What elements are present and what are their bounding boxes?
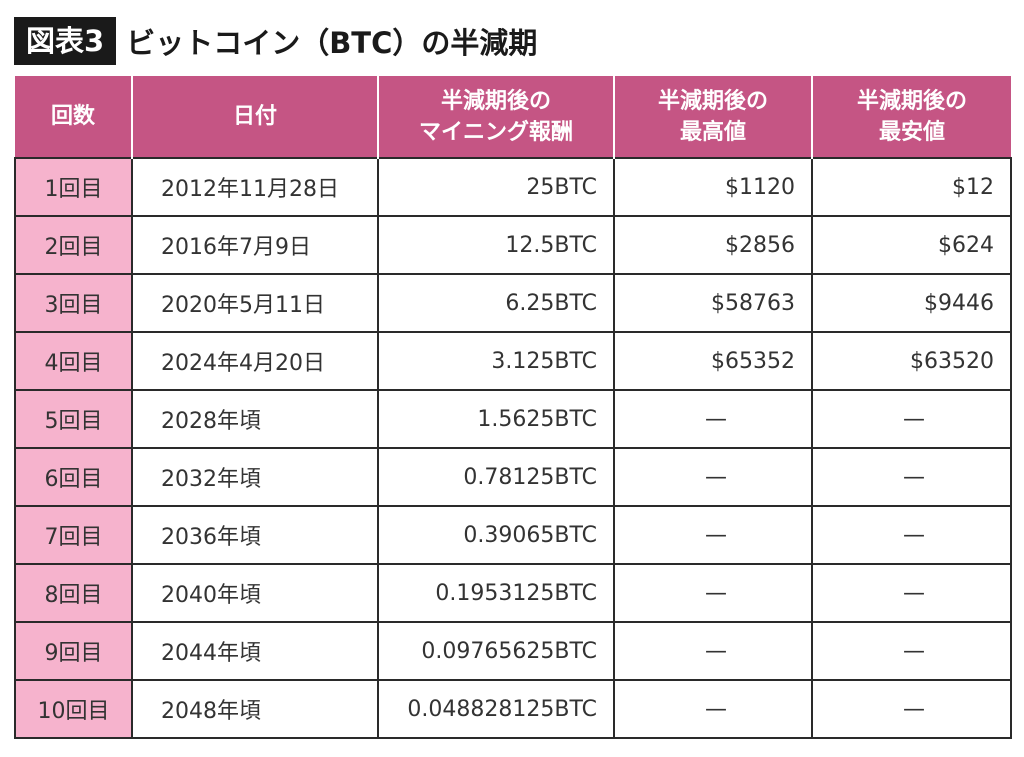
cell-low: —	[811, 389, 1012, 448]
header-count-line-1: 回数	[50, 104, 95, 129]
cell-date: 2020年5月11日	[131, 273, 378, 332]
cell-count: 2回目	[14, 215, 132, 274]
header-high-line-1: 半減期後の	[657, 88, 768, 114]
table-row: 7回目 2036年頃 0.39065BTC — —	[14, 505, 1012, 564]
halving-table: 回数 日付 半減期後の マイニング報酬 半減期後の 最高値 半減期後の 最安値 …	[14, 76, 1012, 739]
cell-low: $63520	[811, 331, 1012, 390]
cell-low: —	[811, 505, 1012, 564]
cell-low: $624	[811, 215, 1012, 274]
cell-date: 2044年頃	[131, 621, 378, 680]
cell-reward: 3.125BTC	[377, 331, 614, 390]
cell-count: 9回目	[14, 621, 132, 680]
table-row: 8回目 2040年頃 0.1953125BTC — —	[14, 563, 1012, 622]
cell-high: $65352	[613, 331, 812, 390]
cell-date: 2024年4月20日	[131, 331, 378, 390]
header-reward: 半減期後の マイニング報酬	[377, 76, 614, 158]
header-date: 日付	[131, 76, 378, 158]
cell-high: $1120	[613, 157, 812, 216]
table-row: 2回目 2016年7月9日 12.5BTC $2856 $624	[14, 215, 1012, 274]
cell-low: —	[811, 679, 1012, 739]
table-row: 10回目 2048年頃 0.048828125BTC — —	[14, 679, 1012, 739]
cell-reward: 0.1953125BTC	[377, 563, 614, 622]
figure-title-row: 図表3 ビットコイン（BTC）の半減期	[14, 17, 537, 65]
header-date-line-1: 日付	[232, 104, 277, 129]
table-row: 3回目 2020年5月11日 6.25BTC $58763 $9446	[14, 273, 1012, 332]
cell-reward: 0.09765625BTC	[377, 621, 614, 680]
cell-count: 4回目	[14, 331, 132, 390]
cell-reward: 6.25BTC	[377, 273, 614, 332]
cell-high: —	[613, 621, 812, 680]
cell-low: $9446	[811, 273, 1012, 332]
cell-count: 8回目	[14, 563, 132, 622]
figure-badge: 図表3	[14, 17, 117, 65]
cell-date: 2048年頃	[131, 679, 378, 739]
cell-count: 5回目	[14, 389, 132, 448]
cell-high: —	[613, 447, 812, 506]
header-high: 半減期後の 最高値	[613, 76, 812, 158]
cell-reward: 0.048828125BTC	[377, 679, 614, 739]
table-row: 6回目 2032年頃 0.78125BTC — —	[14, 447, 1012, 506]
cell-high: —	[613, 679, 812, 739]
cell-low: —	[811, 621, 1012, 680]
cell-reward: 25BTC	[377, 157, 614, 216]
cell-high: —	[613, 389, 812, 448]
header-reward-line-1: 半減期後の	[440, 88, 551, 114]
cell-date: 2032年頃	[131, 447, 378, 506]
header-low-line-1: 半減期後の	[856, 88, 967, 114]
cell-date: 2016年7月9日	[131, 215, 378, 274]
cell-high: —	[613, 563, 812, 622]
cell-low: $12	[811, 157, 1012, 216]
cell-reward: 1.5625BTC	[377, 389, 614, 448]
table-row: 4回目 2024年4月20日 3.125BTC $65352 $63520	[14, 331, 1012, 390]
header-low-line-2: 最安値	[878, 119, 945, 145]
table-header-row: 回数 日付 半減期後の マイニング報酬 半減期後の 最高値 半減期後の 最安値	[15, 76, 1011, 158]
header-reward-line-2: マイニング報酬	[418, 119, 573, 145]
cell-date: 2040年頃	[131, 563, 378, 622]
cell-reward: 0.39065BTC	[377, 505, 614, 564]
table-row: 1回目 2012年11月28日 25BTC $1120 $12	[14, 157, 1012, 216]
cell-high: $58763	[613, 273, 812, 332]
cell-count: 3回目	[14, 273, 132, 332]
cell-reward: 0.78125BTC	[377, 447, 614, 506]
cell-date: 2036年頃	[131, 505, 378, 564]
cell-low: —	[811, 447, 1012, 506]
cell-date: 2028年頃	[131, 389, 378, 448]
header-count: 回数	[15, 76, 132, 158]
cell-reward: 12.5BTC	[377, 215, 614, 274]
cell-count: 7回目	[14, 505, 132, 564]
cell-high: —	[613, 505, 812, 564]
cell-count: 10回目	[14, 679, 132, 739]
header-high-line-2: 最高値	[679, 119, 746, 145]
cell-count: 1回目	[14, 157, 132, 216]
table-row: 5回目 2028年頃 1.5625BTC — —	[14, 389, 1012, 448]
cell-high: $2856	[613, 215, 812, 274]
cell-date: 2012年11月28日	[131, 157, 378, 216]
cell-low: —	[811, 563, 1012, 622]
figure-title: ビットコイン（BTC）の半減期	[126, 26, 538, 60]
table-row: 9回目 2044年頃 0.09765625BTC — —	[14, 621, 1012, 680]
header-low: 半減期後の 最安値	[811, 76, 1011, 158]
cell-count: 6回目	[14, 447, 132, 506]
